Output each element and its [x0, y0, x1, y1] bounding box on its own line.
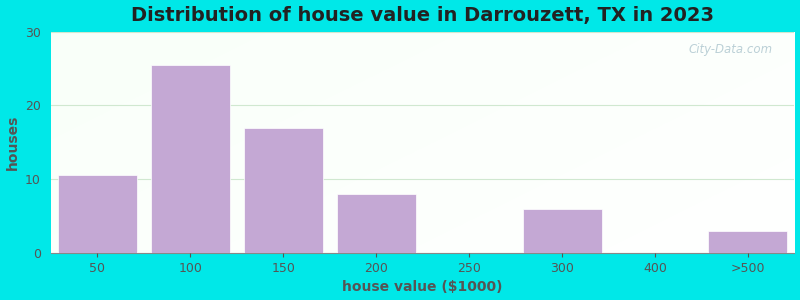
Title: Distribution of house value in Darrouzett, TX in 2023: Distribution of house value in Darrouzet… [131, 6, 714, 25]
Y-axis label: houses: houses [6, 115, 19, 170]
Bar [522, 208, 602, 253]
Bar [150, 65, 230, 253]
X-axis label: house value ($1000): house value ($1000) [342, 280, 503, 294]
Text: City-Data.com: City-Data.com [688, 43, 772, 56]
Bar [337, 194, 416, 253]
Bar [244, 128, 322, 253]
Bar [58, 176, 137, 253]
Bar [709, 231, 787, 253]
